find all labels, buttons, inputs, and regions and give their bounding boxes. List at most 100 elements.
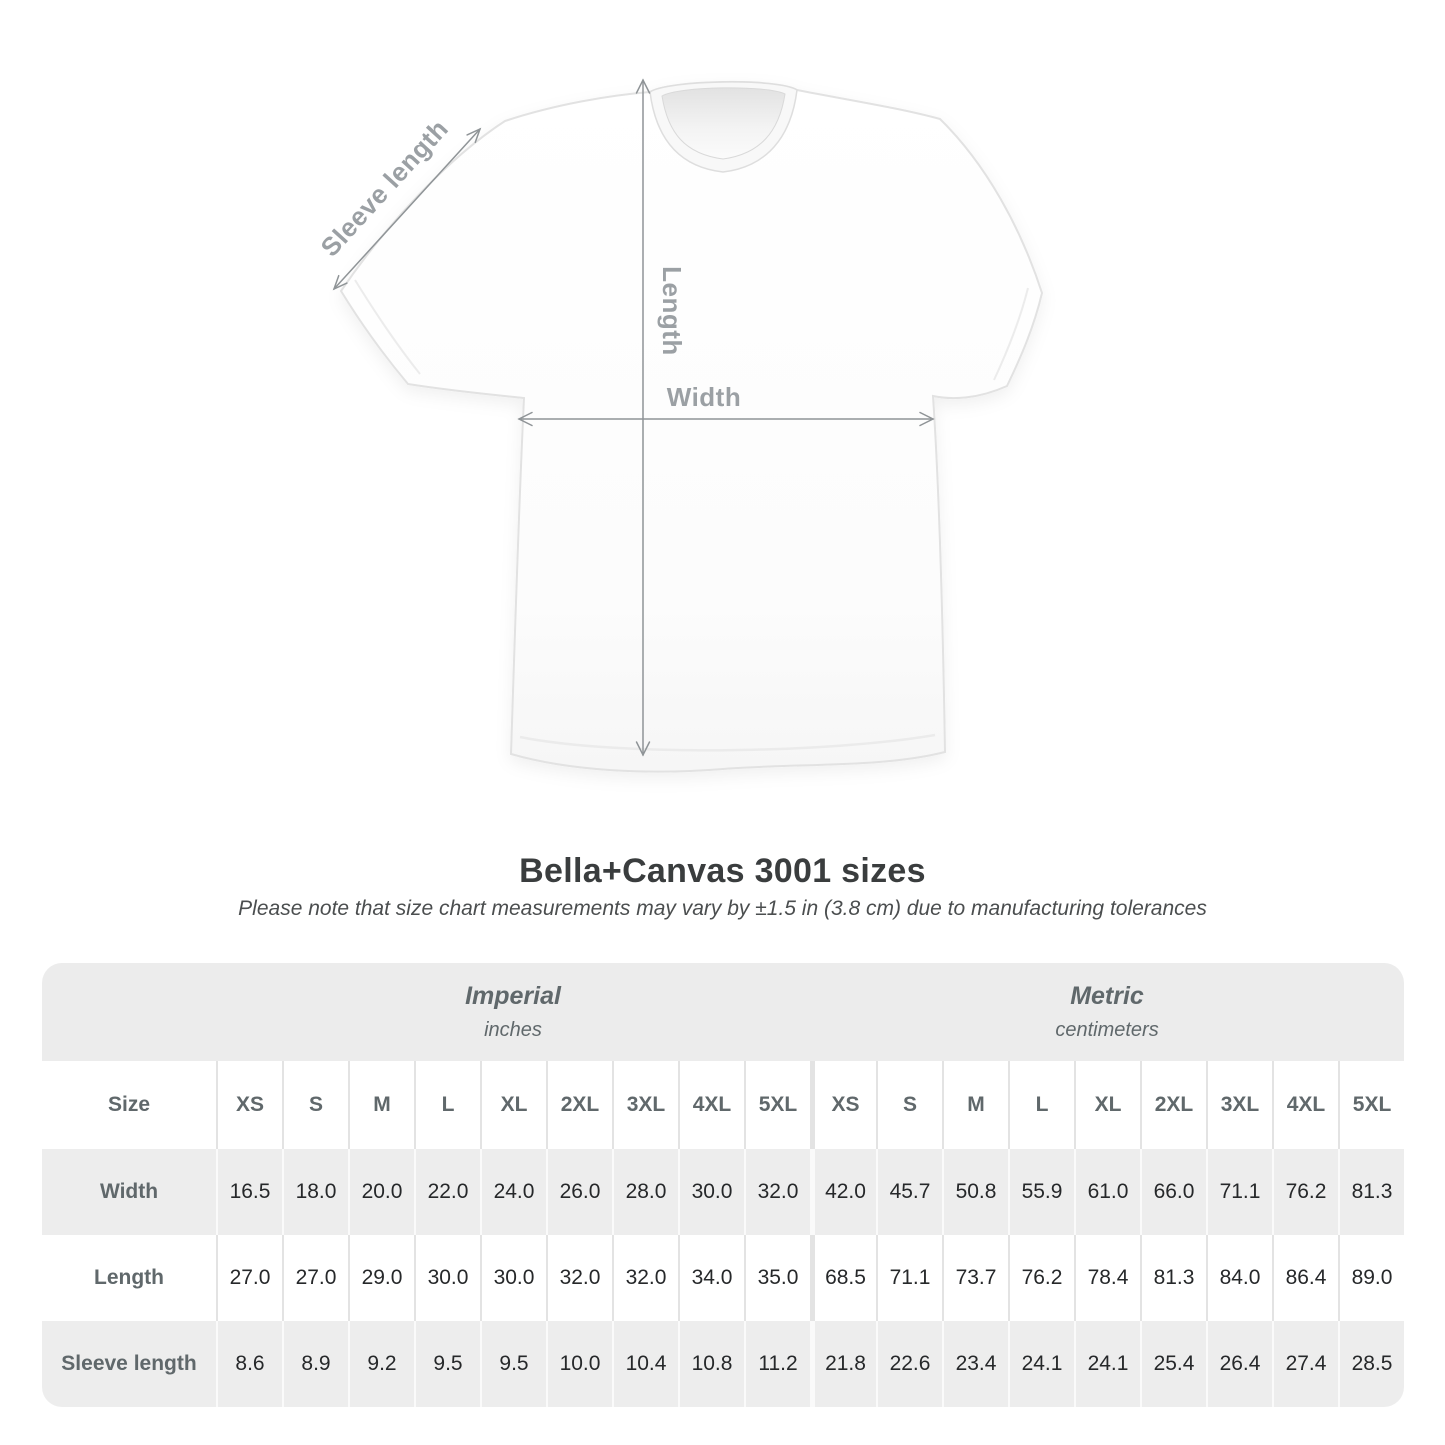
metric-group-title: Metric xyxy=(1070,982,1144,1010)
imperial-size-col-header: 4XL xyxy=(678,1061,744,1149)
sleeve-metric-value: 21.8 xyxy=(810,1321,876,1407)
bottom-hem-seam xyxy=(519,733,936,752)
length-metric-value: 76.2 xyxy=(1008,1235,1074,1321)
imperial-group-unit: inches xyxy=(484,1019,542,1041)
width-metric-value: 45.7 xyxy=(876,1149,942,1235)
row-label-length: Length xyxy=(42,1235,216,1321)
length-metric-value: 78.4 xyxy=(1074,1235,1140,1321)
width-imperial-value: 26.0 xyxy=(546,1149,612,1235)
width-metric-value: 81.3 xyxy=(1338,1149,1404,1235)
metric-size-col-header: 2XL xyxy=(1140,1061,1206,1149)
width-imperial-value: 32.0 xyxy=(744,1149,810,1235)
imperial-size-col-header: 2XL xyxy=(546,1061,612,1149)
imperial-size-col-header: M xyxy=(348,1061,414,1149)
sleeve-imperial-value: 10.0 xyxy=(546,1321,612,1407)
size-header-row: Size XS S M L XL 2XL 3XL 4XL 5XL XS S M … xyxy=(42,1061,1404,1149)
sleeve-imperial-value: 11.2 xyxy=(744,1321,810,1407)
width-arrowhead-left xyxy=(517,411,533,427)
length-imperial-value: 35.0 xyxy=(744,1235,810,1321)
page-title: Bella+Canvas 3001 sizes xyxy=(519,852,926,890)
metric-size-col-header: 5XL xyxy=(1338,1061,1404,1149)
imperial-size-col-header: S xyxy=(282,1061,348,1149)
sleeve-metric-value: 24.1 xyxy=(1008,1321,1074,1407)
sleeve-imperial-value: 8.6 xyxy=(216,1321,282,1407)
metric-group-unit: centimeters xyxy=(1055,1019,1159,1041)
tolerance-note: Please note that size chart measurements… xyxy=(238,897,1207,920)
length-label: Length xyxy=(657,266,687,356)
sleeve-arrowhead-top xyxy=(466,127,482,144)
sleeve-metric-value: 23.4 xyxy=(942,1321,1008,1407)
length-row: Length 27.0 27.0 29.0 30.0 30.0 32.0 32.… xyxy=(42,1235,1404,1321)
length-imperial-value: 27.0 xyxy=(216,1235,282,1321)
sleeve-metric-value: 27.4 xyxy=(1272,1321,1338,1407)
tshirt-body xyxy=(339,80,1044,773)
width-metric-value: 42.0 xyxy=(810,1149,876,1235)
sleeve-arrow-line xyxy=(333,128,481,290)
length-imperial-value: 27.0 xyxy=(282,1235,348,1321)
imperial-group-title: Imperial xyxy=(465,982,561,1010)
size-chart-card: Imperial inches Metric centimeters Size … xyxy=(42,963,1404,1407)
metric-size-col-header: XL xyxy=(1074,1061,1140,1149)
length-metric-value: 71.1 xyxy=(876,1235,942,1321)
width-metric-value: 61.0 xyxy=(1074,1149,1140,1235)
imperial-size-col-header: XS xyxy=(216,1061,282,1149)
width-imperial-value: 20.0 xyxy=(348,1149,414,1235)
width-row: Width 16.5 18.0 20.0 22.0 24.0 26.0 28.0… xyxy=(42,1149,1404,1235)
sleeve-imperial-value: 9.2 xyxy=(348,1321,414,1407)
length-metric-value: 81.3 xyxy=(1140,1235,1206,1321)
metric-group-header: Metric centimeters xyxy=(810,963,1404,1061)
metric-size-col-header: M xyxy=(942,1061,1008,1149)
width-label: Width xyxy=(667,382,741,412)
right-sleeve-hem-seam xyxy=(993,287,1029,381)
metric-size-col-header: XS xyxy=(810,1061,876,1149)
length-metric-value: 84.0 xyxy=(1206,1235,1272,1321)
sleeve-metric-value: 24.1 xyxy=(1074,1321,1140,1407)
length-metric-value: 73.7 xyxy=(942,1235,1008,1321)
length-imperial-value: 34.0 xyxy=(678,1235,744,1321)
width-imperial-value: 30.0 xyxy=(678,1149,744,1235)
sleeve-metric-value: 22.6 xyxy=(876,1321,942,1407)
width-metric-value: 55.9 xyxy=(1008,1149,1074,1235)
width-imperial-value: 24.0 xyxy=(480,1149,546,1235)
imperial-size-col-header: XL xyxy=(480,1061,546,1149)
length-imperial-value: 29.0 xyxy=(348,1235,414,1321)
length-arrowhead-top xyxy=(635,78,651,94)
width-imperial-value: 18.0 xyxy=(282,1149,348,1235)
imperial-size-col-header: 3XL xyxy=(612,1061,678,1149)
size-header-label: Size xyxy=(42,1061,216,1149)
row-label-sleeve-length: Sleeve length xyxy=(42,1321,216,1407)
length-metric-value: 89.0 xyxy=(1338,1235,1404,1321)
width-metric-value: 71.1 xyxy=(1206,1149,1272,1235)
tshirt-size-diagram: Width Length Sleeve length xyxy=(315,78,1044,773)
length-imperial-value: 32.0 xyxy=(546,1235,612,1321)
row-label-width: Width xyxy=(42,1149,216,1235)
width-imperial-value: 16.5 xyxy=(216,1149,282,1235)
sleeve-imperial-value: 10.4 xyxy=(612,1321,678,1407)
sleeve-metric-value: 28.5 xyxy=(1338,1321,1404,1407)
width-metric-value: 76.2 xyxy=(1272,1149,1338,1235)
length-imperial-value: 30.0 xyxy=(414,1235,480,1321)
width-metric-value: 66.0 xyxy=(1140,1149,1206,1235)
sleeve-metric-value: 25.4 xyxy=(1140,1321,1206,1407)
sleeve-imperial-value: 9.5 xyxy=(414,1321,480,1407)
size-chart-table: Imperial inches Metric centimeters Size … xyxy=(42,963,1404,1407)
unit-group-header-row: Imperial inches Metric centimeters xyxy=(42,963,1404,1061)
tshirt-graphic xyxy=(339,80,1044,773)
sleeve-imperial-value: 10.8 xyxy=(678,1321,744,1407)
length-imperial-value: 30.0 xyxy=(480,1235,546,1321)
imperial-group-header: Imperial inches xyxy=(216,963,810,1061)
metric-size-col-header: L xyxy=(1008,1061,1074,1149)
sleeve-arrowhead-bottom xyxy=(332,274,348,291)
measurement-annotations xyxy=(332,78,935,757)
length-metric-value: 86.4 xyxy=(1272,1235,1338,1321)
sleeve-length-row: Sleeve length 8.6 8.9 9.2 9.5 9.5 10.0 1… xyxy=(42,1321,1404,1407)
metric-size-col-header: 3XL xyxy=(1206,1061,1272,1149)
length-metric-value: 68.5 xyxy=(810,1235,876,1321)
group-header-spacer xyxy=(42,963,216,1061)
sleeve-imperial-value: 8.9 xyxy=(282,1321,348,1407)
width-imperial-value: 22.0 xyxy=(414,1149,480,1235)
length-imperial-value: 32.0 xyxy=(612,1235,678,1321)
metric-size-col-header: S xyxy=(876,1061,942,1149)
width-metric-value: 50.8 xyxy=(942,1149,1008,1235)
